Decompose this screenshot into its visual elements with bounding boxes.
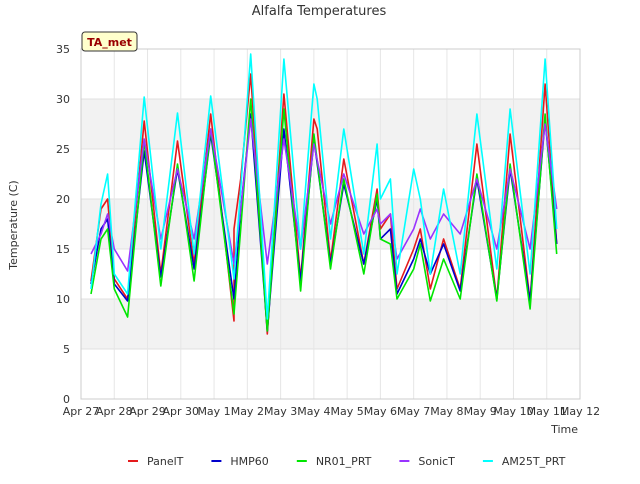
y-tick-label: 5 (63, 343, 70, 356)
x-tick-label: May 2 (231, 405, 264, 418)
legend-label: PanelT (147, 455, 184, 468)
legend-item-panelt: PanelT (128, 455, 184, 468)
x-tick-label: May 5 (331, 405, 364, 418)
ta-met-badge-box (81, 31, 138, 52)
y-tick-label: 0 (63, 393, 70, 406)
legend-label: SonicT (418, 455, 455, 468)
y-tick-label: 30 (56, 93, 70, 106)
x-tick-label: May 12 (560, 405, 600, 418)
series-line-nr01-prt (90, 98, 558, 332)
x-tick-label: May 9 (464, 405, 497, 418)
legend-label: AM25T_PRT (502, 455, 566, 468)
x-tick-label: May 8 (430, 405, 463, 418)
legend-item-am25t-prt: AM25T_PRT (482, 455, 566, 468)
x-tick-label: Apr 30 (163, 405, 200, 418)
x-tick-label: May 7 (397, 405, 430, 418)
series-line-am25t-prt (90, 53, 558, 320)
chart-title: Alfalfa Temperatures (252, 4, 387, 19)
x-tick-label: May 1 (197, 405, 230, 418)
x-tick-label: Apr 27 (63, 405, 100, 418)
x-tick-label: Apr 29 (129, 405, 166, 418)
x-tick-label: Apr 28 (96, 405, 133, 418)
x-tick-label: May 11 (527, 405, 567, 418)
x-tick-label: May 10 (493, 405, 533, 418)
ta-met-badge: TA_met (81, 31, 138, 52)
y-tick-label: 20 (56, 193, 70, 206)
legend: PanelT HMP60 NR01_PRT SonicT AM25T_PRT (128, 455, 566, 468)
x-tick-label: May 3 (264, 405, 297, 418)
band (81, 299, 580, 349)
legend-label: HMP60 (230, 455, 268, 468)
x-tick-label: May 4 (297, 405, 330, 418)
y-tick-label: 10 (56, 293, 70, 306)
x-tick-label: May 6 (364, 405, 397, 418)
band (81, 99, 580, 149)
plot-frame (80, 48, 581, 400)
y-tick-label: 25 (56, 143, 70, 156)
series-lines (90, 53, 558, 335)
y-axis-ticks: 0 5 10 15 20 25 30 35 (56, 43, 70, 406)
y-tick-label: 15 (56, 243, 70, 256)
legend-item-hmp60: HMP60 (211, 455, 269, 468)
legend-label: NR01_PRT (316, 455, 372, 468)
ta-met-badge-label: TA_met (87, 36, 132, 49)
y-tick-label: 35 (56, 43, 70, 56)
y-axis-label: Temperature (C) (7, 180, 20, 270)
x-axis-label: Time (550, 423, 578, 436)
legend-item-sonict: SonicT (399, 455, 455, 468)
legend-item-nr01-prt: NR01_PRT (296, 455, 372, 468)
